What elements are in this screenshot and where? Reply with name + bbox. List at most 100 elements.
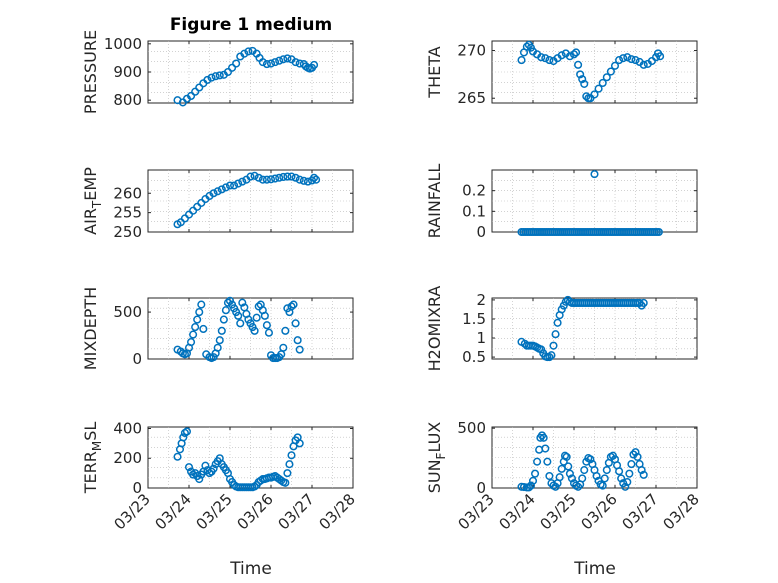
y-tick-label: 500: [457, 419, 486, 437]
data-point: [215, 71, 224, 80]
data-point: [572, 48, 581, 57]
data-point: [600, 474, 609, 483]
y-axis-label-text: PRESSURE: [81, 30, 100, 114]
data-point: [287, 302, 296, 311]
data-point: [221, 183, 230, 192]
data-point: [258, 175, 267, 184]
data-point: [254, 173, 263, 182]
y-tick-label: 1.5: [462, 310, 486, 328]
data-point: [201, 461, 210, 470]
data-point: [637, 466, 646, 475]
y-axis-label: MIXDEPTH: [81, 287, 100, 370]
data-point: [555, 473, 564, 482]
data-point: [565, 52, 574, 61]
data-point: [623, 53, 632, 62]
x-tick-label: 03/24: [152, 490, 195, 533]
subplot-8: 03/2303/2403/2503/2603/2703/280500SUNFLU…: [425, 419, 703, 533]
y-axis-label: RAINFALL: [425, 164, 444, 239]
figure-title: Figure 1 medium: [170, 15, 332, 35]
data-point: [565, 469, 574, 478]
y-tick-label: 0.1: [462, 202, 486, 220]
data-point: [592, 471, 601, 481]
data-point: [244, 47, 253, 56]
data-point: [211, 72, 220, 81]
data-point: [189, 330, 198, 339]
y-tick-label: 400: [113, 419, 142, 437]
data-point: [602, 466, 611, 475]
x-tick-label: 03/26: [578, 490, 621, 533]
y-axis-label-text: TERR: [81, 451, 100, 494]
data-point: [576, 70, 585, 79]
data-point: [654, 227, 663, 237]
data-point: [293, 336, 302, 345]
data-point: [283, 172, 292, 181]
y-axis-label-text: H2OMIXRA: [425, 286, 444, 372]
data-point: [217, 326, 226, 335]
y-axis-label-text: RAINFALL: [425, 164, 444, 239]
data-point: [574, 60, 583, 69]
data-point: [271, 174, 280, 183]
data-point: [279, 55, 288, 64]
data-point: [199, 324, 208, 334]
data-point: [281, 478, 290, 487]
data-point: [602, 73, 611, 82]
y-tick-label: 0: [132, 350, 142, 368]
data-point: [310, 173, 319, 182]
data-point: [567, 474, 577, 483]
data-point: [262, 175, 271, 184]
y-tick-label: 900: [113, 63, 142, 81]
data-point: [289, 300, 298, 309]
data-point: [617, 474, 626, 483]
data-point: [295, 439, 304, 448]
data-point: [606, 67, 615, 76]
data-point: [279, 172, 288, 182]
data-point: [258, 58, 267, 67]
data-point: [291, 319, 300, 328]
data-point: [578, 75, 587, 84]
data-point: [639, 298, 648, 308]
y-axis-label-subscript: F: [434, 452, 448, 459]
x-tick-label: 03/27: [619, 490, 662, 533]
y-tick-label: 270: [457, 42, 486, 60]
data-point: [580, 466, 589, 475]
data-point: [543, 457, 552, 466]
data-point: [590, 170, 599, 179]
data-point: [271, 58, 280, 67]
data-point: [545, 471, 554, 481]
y-axis-label-subscript: M: [90, 441, 104, 451]
data-point: [203, 75, 212, 84]
data-point: [594, 84, 603, 93]
data-point: [299, 176, 308, 185]
data-point: [264, 328, 274, 337]
data-point: [238, 298, 247, 307]
data-point: [182, 427, 191, 436]
data-point: [207, 73, 216, 82]
data-point: [209, 464, 218, 473]
data-point: [547, 351, 556, 360]
data-point: [217, 185, 226, 194]
data-point: [580, 79, 589, 88]
y-axis-label: TERRMSL: [81, 422, 104, 495]
data-point: [517, 56, 526, 65]
data-point: [312, 175, 321, 184]
data-point: [303, 177, 312, 186]
data-point: [266, 175, 276, 184]
data-point: [295, 345, 304, 354]
y-axis-label: AIRTEMP: [81, 167, 104, 235]
data-point: [215, 336, 224, 345]
data-point: [195, 83, 204, 92]
data-point: [234, 179, 243, 188]
subplot-6: 0.511.52 H2OMIXRA: [425, 286, 698, 372]
y-tick-label: 260: [113, 184, 142, 202]
y-tick-label: 1000: [104, 35, 142, 53]
data-point: [223, 298, 232, 307]
data-point: [582, 92, 591, 101]
data-point: [295, 175, 304, 184]
data-point: [610, 61, 620, 70]
x-tick-label: 03/26: [234, 490, 277, 533]
data-point: [262, 321, 271, 330]
data-point: [291, 173, 300, 182]
data-point: [195, 308, 204, 317]
data-point: [531, 469, 540, 478]
data-point: [266, 59, 276, 68]
